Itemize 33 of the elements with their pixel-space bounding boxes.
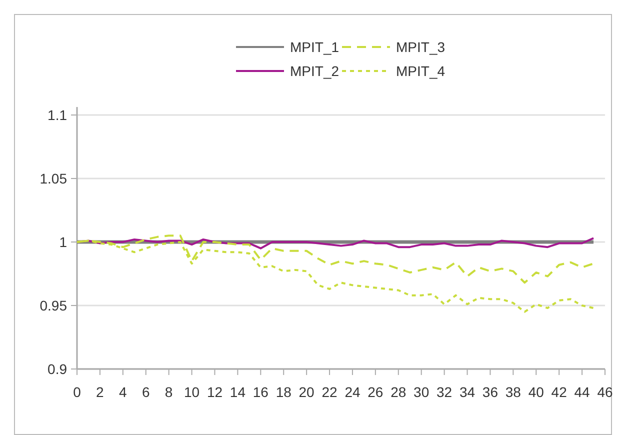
x-tick-label: 6 <box>142 384 150 400</box>
legend-label: MPIT_1 <box>290 38 340 55</box>
x-tick-label: 8 <box>164 384 173 400</box>
x-tick-label: 10 <box>184 384 200 400</box>
x-tick-label: 4 <box>119 384 128 400</box>
x-tick-label: 22 <box>322 384 338 400</box>
x-tick-label: 14 <box>230 384 246 400</box>
x-tick-label: 18 <box>276 384 292 400</box>
y-tick-label: 0.95 <box>40 297 68 314</box>
x-tick-label: 32 <box>436 384 452 400</box>
x-tick-label: 28 <box>390 384 406 400</box>
x-tick-label: 20 <box>298 384 315 400</box>
x-tick-label: 16 <box>252 384 269 400</box>
legend-label: MPIT_4 <box>396 62 446 79</box>
y-tick-label: 1.05 <box>40 170 68 186</box>
x-tick-label: 38 <box>505 384 522 400</box>
y-tick-label: 0.9 <box>48 360 68 377</box>
y-tick-label: 1.1 <box>48 106 68 123</box>
x-tick-label: 30 <box>414 384 430 400</box>
x-tick-label: 0 <box>73 384 82 400</box>
x-tick-label: 2 <box>96 384 104 400</box>
legend-label: MPIT_2 <box>290 62 340 79</box>
y-tick-label: 1 <box>59 234 68 250</box>
x-tick-label: 34 <box>459 384 476 400</box>
x-tick-label: 42 <box>551 384 568 400</box>
x-tick-label: 26 <box>368 384 384 400</box>
x-tick-label: 36 <box>482 384 498 400</box>
x-tick-label: 24 <box>344 384 360 400</box>
x-tick-label: 12 <box>206 384 223 400</box>
x-tick-label: 46 <box>597 384 613 400</box>
x-tick-label: 40 <box>528 384 544 400</box>
x-tick-label: 44 <box>574 384 590 400</box>
legend-label: MPIT_3 <box>396 38 446 55</box>
